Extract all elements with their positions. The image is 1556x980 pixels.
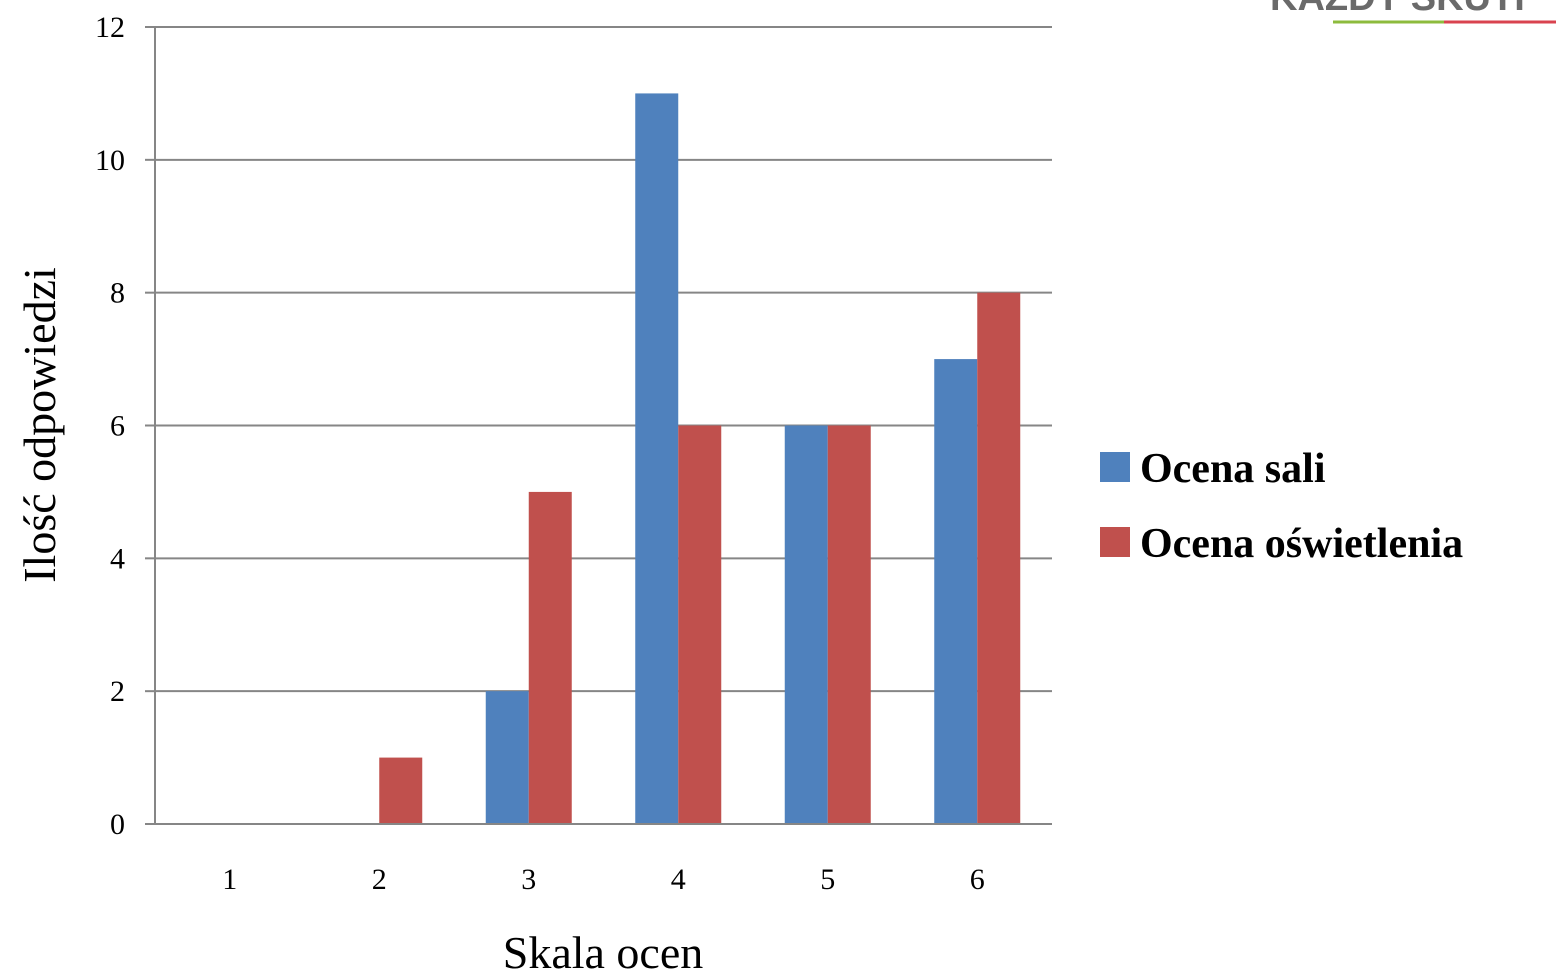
bar: [379, 757, 423, 824]
y-tick-label: 12: [95, 11, 125, 44]
x-tick-label: 4: [671, 863, 686, 896]
x-axis-title: Skala ocen: [503, 927, 704, 975]
x-tick-label: 6: [970, 863, 985, 896]
y-tick-label: 10: [95, 144, 125, 177]
x-tick-label: 3: [521, 863, 536, 896]
bar: [635, 93, 679, 824]
bar: [977, 292, 1021, 825]
bar: [934, 359, 978, 824]
y-tick-label: 8: [110, 277, 125, 310]
legend: Ocena sali Ocena oświetlenia: [1100, 446, 1463, 567]
y-tick-label: 0: [110, 808, 125, 841]
x-tick-labels: 1 2 3 4 5 6: [222, 863, 985, 896]
x-tick-label: 1: [222, 863, 237, 896]
x-tick-label: 5: [820, 863, 835, 896]
legend-swatch: [1100, 452, 1130, 482]
y-tick-label: 4: [110, 542, 125, 575]
y-axis-title: Ilość odpowiedzi: [14, 267, 65, 583]
y-tick-label: 6: [110, 410, 125, 443]
legend-label: Ocena sali: [1140, 446, 1326, 492]
axes: [145, 27, 1052, 825]
legend-label: Ocena oświetlenia: [1140, 521, 1463, 567]
x-tick-label: 2: [372, 863, 387, 896]
legend-swatch: [1100, 527, 1130, 557]
gridlines: [145, 26, 1052, 825]
y-tick-labels: 0 2 4 6 8 10 12: [95, 11, 125, 841]
bar: [678, 425, 722, 824]
bar: [827, 425, 871, 824]
bar: [528, 491, 572, 824]
y-tick-label: 2: [110, 675, 125, 708]
bar: [485, 691, 529, 824]
bars: [379, 93, 1021, 825]
bar: [784, 425, 828, 824]
logo-text: KAŻDY SKUTI: [1270, 0, 1525, 19]
logo: KAŻDY SKUTI: [1270, 0, 1556, 24]
